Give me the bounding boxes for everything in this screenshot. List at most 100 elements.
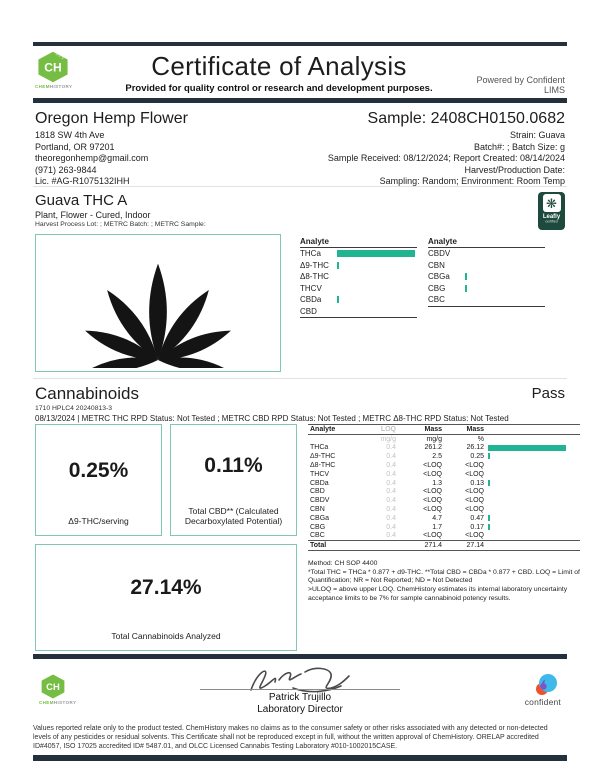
analyte-chart-2-rows: CBDV CBN CBGa CBG CBC	[428, 248, 545, 307]
signer-name: Patrick Trujillo	[268, 692, 332, 703]
method-notes: Method: CH SOP 4400 *Total THC = THCa * …	[308, 560, 580, 603]
total-mg: 271.4	[398, 540, 444, 552]
total-label: Total	[308, 540, 358, 552]
method-line: >ULOQ = above upper LOQ. ChemHistory est…	[308, 585, 568, 602]
d9thc-serving-value: 0.25%	[68, 458, 129, 482]
analyte-label: CBDa	[300, 295, 322, 305]
signer-title: Laboratory Director	[257, 704, 343, 715]
analyte-chart-1-header: Analyte	[300, 237, 417, 248]
analyte-bar-row: CBC	[428, 294, 545, 306]
units-mass-mg: mg/g	[426, 435, 442, 443]
confident-circles-icon	[536, 673, 557, 695]
analyte-label: CBD	[300, 306, 317, 316]
leafly-label: Leafly	[542, 214, 561, 220]
section-divider	[33, 378, 567, 379]
status-badge: Pass	[531, 385, 565, 402]
col-header-mass-pct: Mass	[444, 424, 486, 435]
client-license: Lic. #AG-R1075132IHH	[35, 176, 130, 186]
table-total-row: Total 271.4 27.14	[308, 540, 580, 552]
total-cannabinoids-value: 27.14%	[130, 576, 202, 599]
analyte-bar-row: CBG	[428, 283, 545, 295]
summary-box-totalcbd: 0.11% Total CBD** (Calculated Decarboxyl…	[170, 424, 297, 536]
sample-strain: Strain: Guava	[509, 130, 565, 140]
analyte-label: Δ8-THC	[300, 272, 329, 282]
analyte-bar-row: Δ9-THC	[300, 260, 417, 272]
analyte-bar-row: THCa	[300, 248, 417, 260]
total-cannabinoids-label: Total Cannabinoids Analyzed	[111, 631, 221, 641]
analyte-bar-row: Δ8-THC	[300, 271, 417, 283]
table-units-row: mg/g mg/g %	[308, 434, 580, 443]
table-row: CBGa 0.4 4.7 0.47	[308, 514, 580, 523]
chemhistory-logo: CH CHEMHISTORY	[35, 51, 105, 89]
client-email: theoregonhemp@gmail.com	[35, 153, 149, 163]
table-row: Δ8-THC 0.4 <LOQ <LOQ	[310, 461, 484, 469]
sample-block: Sample: 2408CH0150.0682 Strain: Guava Ba…	[327, 110, 565, 186]
svg-text:CH: CH	[44, 60, 61, 74]
chemhistory-hexagon-icon: CH	[38, 51, 68, 83]
table-row: CBN 0.4 <LOQ <LOQ	[310, 505, 484, 513]
mass-percent-bar	[488, 523, 490, 530]
leafly-flower-icon: ❋	[542, 194, 561, 212]
analyte-label: CBG	[428, 283, 446, 293]
sample-id: Sample: 2408CH0150.0682	[367, 110, 565, 127]
footer-chemhistory-logo: CH CHEMHISTORY	[39, 674, 119, 705]
client-address2: Portland, OR 97201	[35, 141, 115, 152]
table-row: CBC 0.4 <LOQ <LOQ	[310, 532, 484, 540]
analyte-label: Δ9-THC	[300, 260, 329, 270]
analyte-bar-row: CBD	[300, 306, 417, 318]
analyte-bar	[337, 261, 339, 269]
signature-divider-bar	[33, 654, 567, 659]
table-row: CBDV 0.4 <LOQ <LOQ	[310, 497, 484, 505]
svg-text:CH: CH	[46, 682, 60, 693]
leafly-badge: ❋ Leafly certified	[538, 192, 565, 230]
mass-percent-bar	[488, 479, 490, 486]
cannabinoids-title: Cannabinoids	[35, 384, 139, 403]
units-mass-pct: %	[477, 435, 484, 443]
cannabinoids-content: 0.25% Δ9-THC/serving 0.11% Total CBD** (…	[33, 422, 580, 654]
confident-logo: confident	[481, 673, 561, 707]
units-loq: mg/g	[380, 435, 396, 443]
analyte-label: THCV	[300, 283, 322, 293]
analyte-bar-row: CBDV	[428, 248, 545, 260]
info-section: Oregon Hemp Flower 1818 SW 4th Ave Portl…	[33, 103, 567, 186]
chemhistory-hexagon-icon: CH	[41, 674, 65, 699]
header: CH CHEMHISTORY Certificate of Analysis P…	[33, 46, 567, 98]
title-block: Certificate of Analysis Provided for qua…	[105, 51, 453, 94]
signature-line	[200, 689, 400, 690]
product-image-frame	[35, 234, 281, 372]
table-row: Δ9-THC 0.4 2.5 0.25	[308, 452, 580, 461]
sample-received: Sample Received: 08/12/2024; Report Crea…	[327, 153, 565, 163]
analyte-chart-1: Analyte THCa Δ9-THC Δ8-THC THCV CBDa CBD	[300, 237, 417, 372]
mass-percent-bar	[488, 514, 490, 521]
chemhistory-wordmark: CHEMHISTORY	[39, 700, 77, 705]
summary-box-d9thc: 0.25% Δ9-THC/serving	[35, 424, 162, 536]
cannabinoids-table-body: THCa 0.4 261.2 26.12 Δ9-THC 0.4 2.5 0.25 Δ8-THC 0…	[308, 444, 580, 541]
analyte-label: CBC	[428, 295, 445, 305]
analyte-bar	[465, 284, 467, 292]
analyte-bar-row: THCV	[300, 283, 417, 295]
d9thc-serving-label: Δ9-THC/serving	[68, 516, 129, 526]
product-name: Guava THC A	[35, 192, 128, 209]
chemhistory-wordmark: CHEMHISTORY	[35, 84, 73, 89]
cannabis-leaf-image	[85, 263, 231, 368]
table-row: THCV 0.4 <LOQ <LOQ	[310, 470, 484, 478]
sample-sampling: Sampling: Random; Environment: Room Temp	[379, 176, 565, 186]
page-title: Certificate of Analysis	[151, 51, 407, 81]
instrument-id: 1710 HPLC4 20240813-3	[35, 405, 113, 412]
client-address1: 1818 SW 4th Ave	[35, 130, 105, 140]
analyte-label: CBGa	[428, 272, 450, 282]
col-header-analyte: Analyte	[308, 424, 358, 435]
page-subtitle: Provided for quality control or research…	[125, 83, 433, 94]
signature-section: CH CHEMHISTORY Patrick Trujillo Laborato…	[33, 659, 567, 718]
top-divider-bar	[33, 42, 567, 46]
powered-by-label: Powered by Confident LIMS	[476, 75, 565, 95]
analyte-overview-charts: Analyte THCa Δ9-THC Δ8-THC THCV CBDa CBD Anal…	[300, 234, 545, 372]
analyte-bar	[337, 250, 416, 258]
summary-box-total-cannabinoids: 27.14% Total Cannabinoids Analyzed	[35, 544, 297, 651]
cannabinoids-header: Cannabinoids Pass 1710 HPLC4 20240813-3 …	[33, 379, 567, 423]
analyte-label: CBN	[428, 260, 445, 270]
method-line: Method: CH SOP 4400	[308, 560, 378, 568]
analyte-bar	[465, 273, 467, 281]
table-row: CBG 0.4 1.7 0.17	[308, 523, 580, 532]
